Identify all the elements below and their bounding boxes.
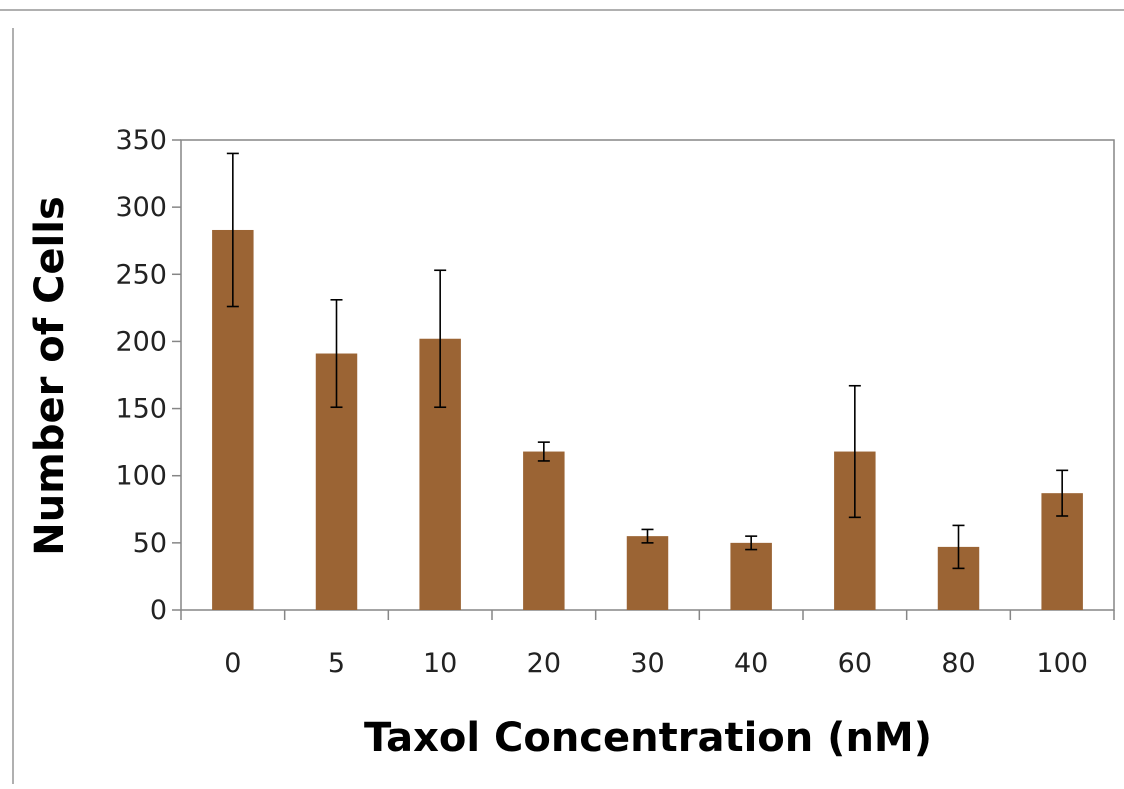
bar (730, 542, 772, 610)
y-tick-label: 50 (133, 528, 167, 559)
y-tick-label: 200 (115, 326, 167, 357)
y-axis-title: Number of Cells (27, 196, 73, 556)
bar (523, 451, 565, 610)
error-bar (330, 298, 343, 409)
bar-series (212, 229, 1083, 610)
error-bar (434, 269, 447, 409)
x-tick-label: 60 (838, 648, 872, 679)
x-axis-ticks: 0 5 10 20 30 40 60 80 100 (180, 610, 1115, 679)
x-tick-label: 10 (423, 648, 457, 679)
error-bar (537, 441, 550, 462)
error-bars (226, 152, 1069, 570)
y-tick-label: 350 (115, 125, 167, 156)
error-bar (1056, 469, 1069, 517)
error-bar (745, 535, 758, 551)
error-bar (641, 528, 654, 544)
x-tick-label: 40 (734, 648, 768, 679)
y-tick-label: 0 (150, 595, 167, 626)
y-axis-ticks: 0 50 100 150 200 250 300 350 (115, 125, 181, 626)
x-tick-label: 20 (527, 648, 561, 679)
y-tick-label: 300 (115, 192, 167, 223)
y-tick-label: 150 (115, 394, 167, 425)
x-tick-label: 0 (224, 648, 241, 679)
x-tick-label: 100 (1036, 648, 1088, 679)
error-bar (226, 152, 239, 308)
bar (626, 536, 669, 610)
error-bar (848, 384, 861, 519)
error-bar (952, 524, 965, 570)
y-tick-label: 250 (115, 259, 167, 290)
x-tick-label: 5 (328, 648, 345, 679)
x-tick-label: 80 (941, 648, 975, 679)
y-tick-label: 100 (115, 461, 167, 492)
x-tick-label: 30 (630, 648, 664, 679)
x-axis-title: Taxol Concentration (nM) (364, 715, 932, 761)
